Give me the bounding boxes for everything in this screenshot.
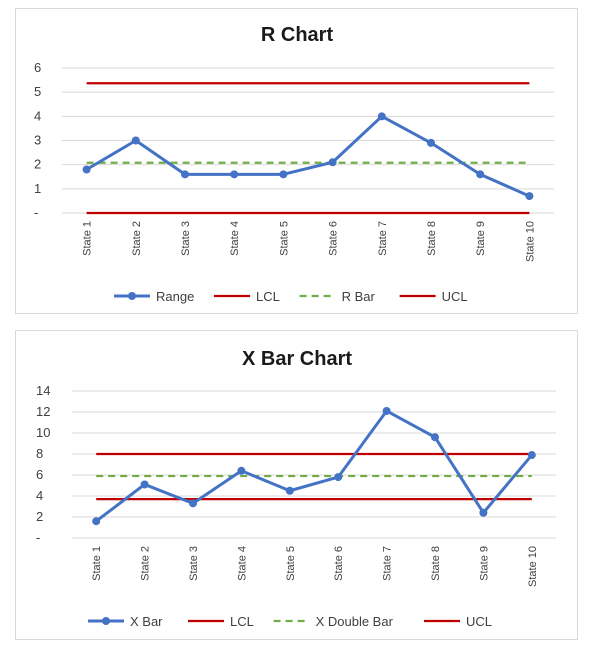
legend-label-x-bar: X Bar [130, 614, 163, 629]
legend-label-lcl: LCL [230, 614, 254, 629]
r-chart: R Chart - 1 2 3 4 5 6 State 1 State 2 State 3 State… [34, 24, 554, 304]
data-point-range [525, 192, 534, 201]
data-point-x-bar [479, 508, 488, 517]
x-tick-label: State 6 [333, 546, 345, 581]
data-point-x-bar [237, 466, 246, 475]
y-tick-label: 4 [36, 488, 43, 503]
data-point-range [377, 112, 386, 121]
series-line-range [85, 114, 531, 198]
y-tick-label: 8 [36, 446, 43, 461]
x-tick-label: State 1 [91, 546, 103, 581]
data-point-range [476, 170, 485, 179]
y-tick-label: 6 [34, 60, 41, 75]
x-tick-label: State 6 [328, 221, 340, 256]
data-point-x-bar [285, 486, 294, 495]
x-bar-chart-panel: X Bar Chart - 2 4 6 8 10 12 14 State 1 State 2 Stat… [15, 330, 578, 640]
x-tick-label: State 5 [285, 546, 297, 581]
data-point-x-bar [140, 480, 149, 489]
legend-marker-x-bar [102, 617, 110, 625]
data-point-x-bar [382, 406, 391, 415]
y-tick-label: 1 [34, 181, 41, 196]
y-tick-label: 14 [36, 383, 50, 398]
data-point-x-bar [334, 473, 343, 482]
data-point-x-bar [189, 499, 197, 508]
legend-label-ucl: UCL [466, 614, 492, 629]
legend-label-x-double-bar: X Double Bar [316, 614, 394, 629]
data-point-range [427, 138, 435, 147]
y-tick-label: 2 [34, 157, 41, 172]
x-tick-label: State 9 [478, 546, 490, 581]
data-point-range [328, 158, 337, 167]
y-tick-label: - [36, 530, 40, 545]
x-tick-label: State 10 [527, 546, 539, 587]
x-tick-label: State 1 [82, 221, 94, 256]
data-point-range [279, 170, 288, 179]
x-tick-label: State 8 [430, 546, 442, 581]
data-point-range [82, 165, 91, 174]
legend-label-lcl: LCL [256, 289, 280, 304]
r-chart-panel: R Chart - 1 2 3 4 5 6 State 1 State 2 State 3 State… [15, 8, 578, 314]
data-point-x-bar [527, 451, 536, 460]
x-tick-label: State 9 [475, 221, 487, 256]
legend-label-r-bar: R Bar [342, 289, 376, 304]
x-bar-chart: X Bar Chart - 2 4 6 8 10 12 14 State 1 State 2 Stat… [36, 348, 556, 629]
y-tick-label: - [34, 205, 38, 220]
series-line-x-bar [95, 409, 533, 523]
x-tick-label: State 7 [377, 221, 389, 256]
y-tick-label: 6 [36, 467, 43, 482]
x-tick-label: State 8 [426, 221, 438, 256]
data-point-range [181, 170, 189, 179]
x-tick-label: State 2 [140, 546, 152, 581]
legend-label-range: Range [156, 289, 194, 304]
x-tick-label: State 3 [180, 221, 192, 256]
data-point-x-bar [92, 517, 101, 526]
x-tick-label: State 4 [229, 221, 241, 256]
x-tick-label: State 3 [188, 546, 200, 581]
legend-label-ucl: UCL [442, 289, 468, 304]
x-tick-label: State 5 [278, 221, 290, 256]
x-tick-label: State 10 [524, 221, 536, 262]
y-tick-label: 2 [36, 509, 43, 524]
chart-title: X Bar Chart [242, 348, 352, 370]
x-tick-label: State 2 [131, 221, 143, 256]
x-tick-label: State 7 [382, 546, 394, 581]
y-tick-label: 4 [34, 108, 41, 123]
data-point-x-bar [431, 433, 439, 442]
chart-title: R Chart [261, 24, 334, 46]
y-tick-label: 5 [34, 84, 41, 99]
data-point-range [131, 136, 140, 145]
data-point-range [230, 170, 239, 179]
y-tick-label: 12 [36, 404, 50, 419]
x-tick-label: State 4 [236, 546, 248, 581]
y-tick-label: 3 [34, 133, 41, 148]
y-tick-label: 10 [36, 425, 50, 440]
legend-marker-range [128, 292, 136, 300]
